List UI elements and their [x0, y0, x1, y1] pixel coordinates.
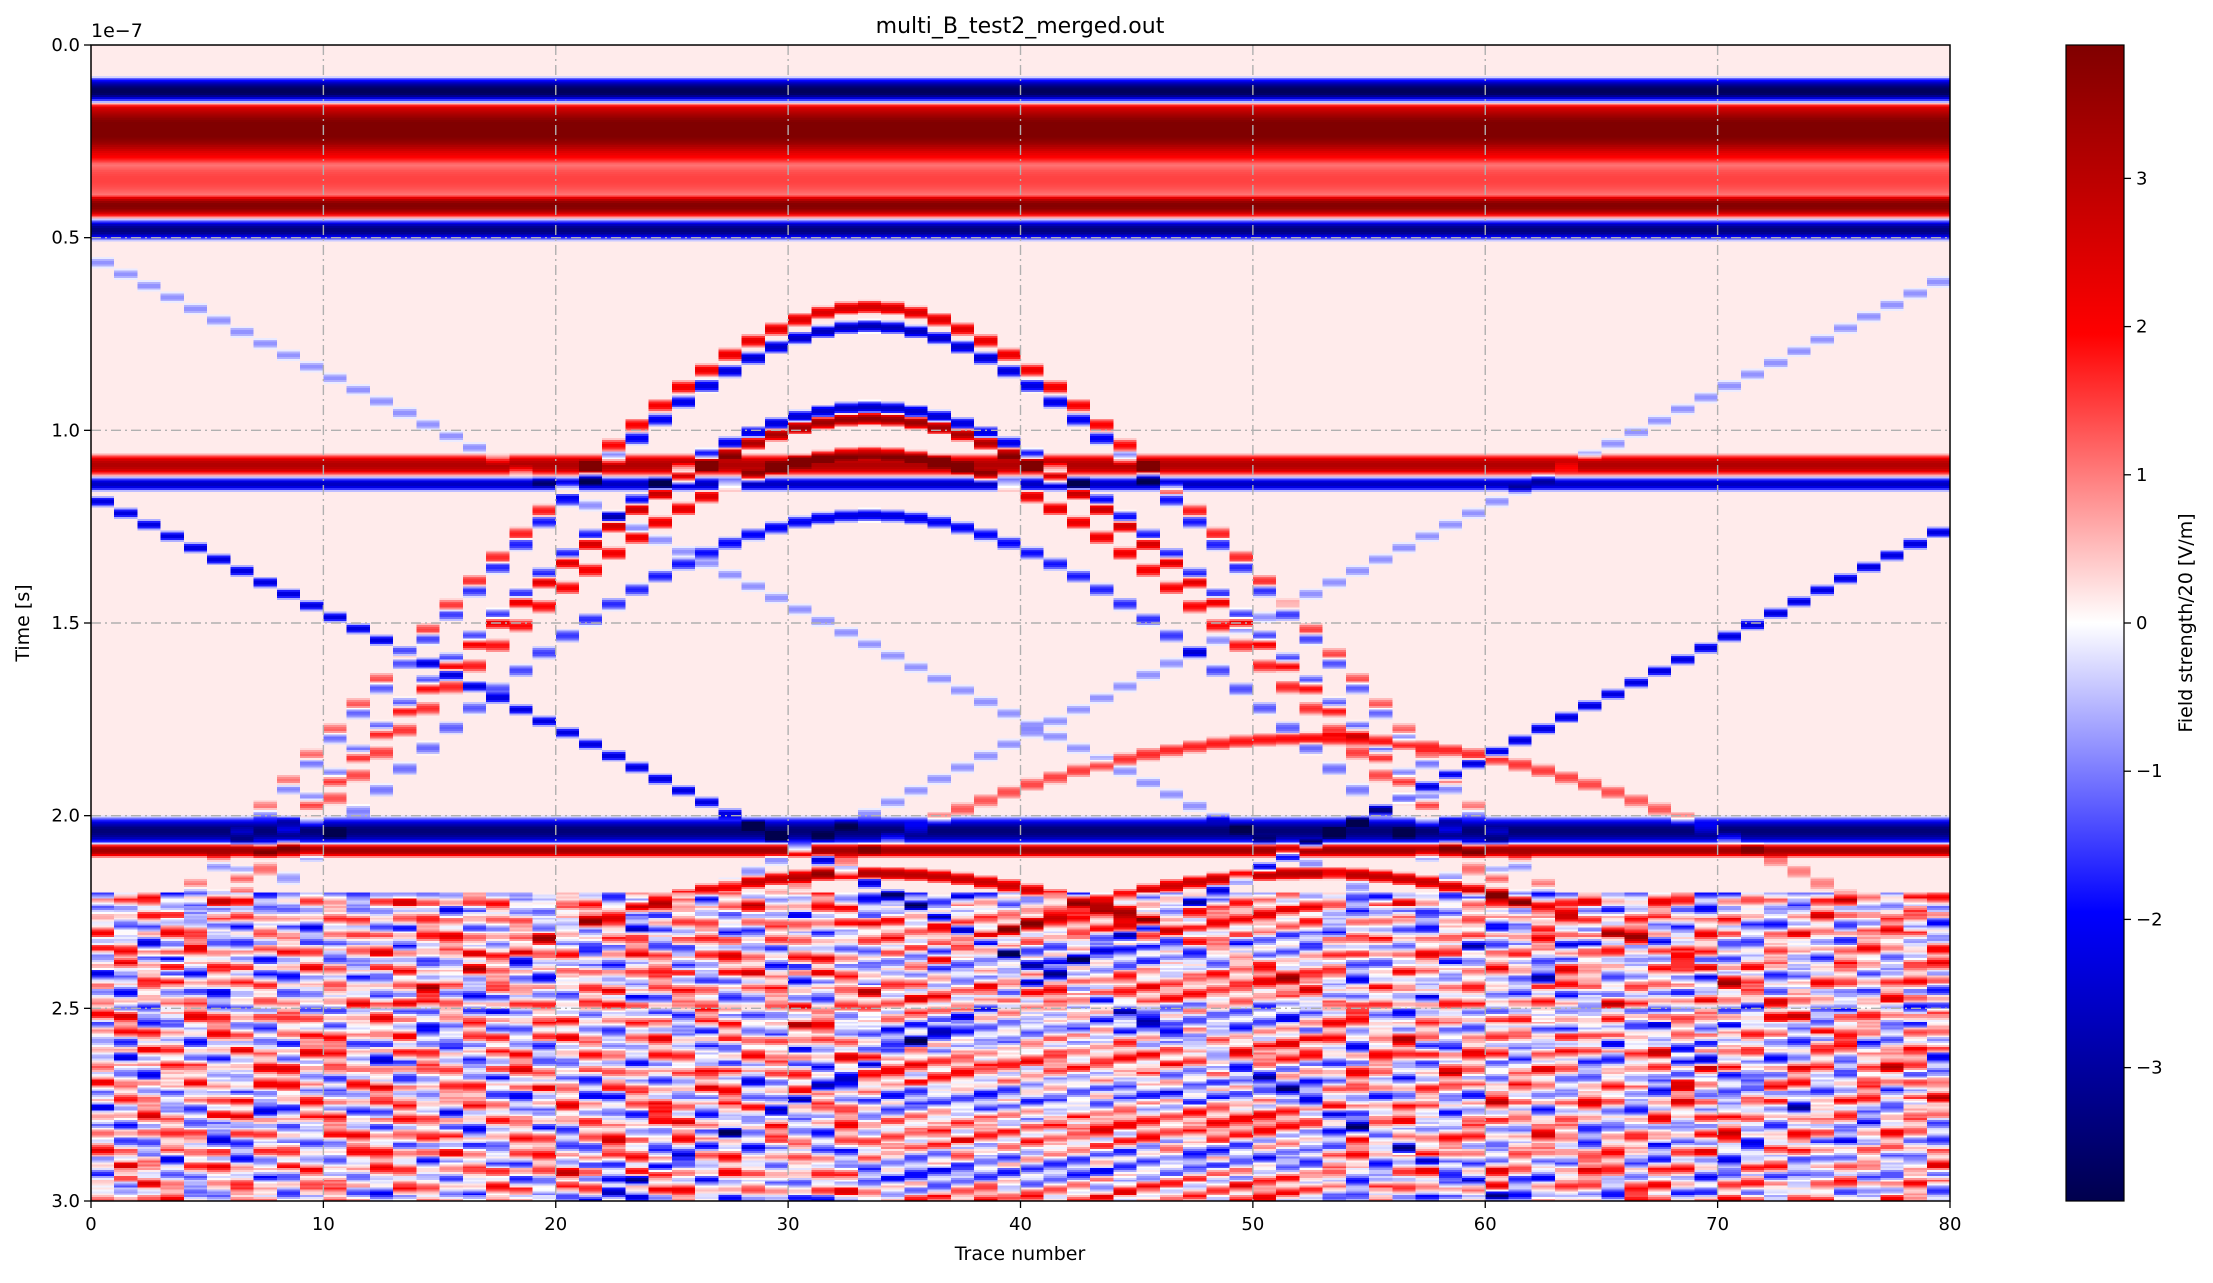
y-axis-label: Time [s]: [12, 584, 34, 662]
y-tick-label: 1.0: [51, 420, 80, 441]
y-tick-label: 2.5: [51, 998, 80, 1019]
y-tick-label: 2.0: [51, 806, 80, 827]
colorbar-tick-label: 1: [2136, 465, 2147, 486]
x-tick-label: 30: [777, 1214, 800, 1235]
colorbar-tick-label: 0: [2136, 613, 2147, 634]
colorbar-tick-label: 3: [2136, 168, 2147, 189]
colorbar-tick-label: −1: [2136, 761, 2163, 782]
y-offset-label: 1e−7: [91, 20, 143, 42]
x-tick-label: 50: [1241, 1214, 1264, 1235]
x-tick-label: 70: [1706, 1214, 1729, 1235]
y-tick-label: 0.0: [51, 35, 80, 56]
colorbar-ticks: −3 −2 −1 0 1 2 3: [2124, 168, 2163, 1079]
grid-lines: [91, 45, 1950, 1201]
colorbar-tick-label: −2: [2136, 909, 2163, 930]
colorbar-label: Field strength/20 [V/m]: [2175, 513, 2197, 732]
chart-title: multi_B_test2_merged.out: [876, 14, 1165, 39]
x-tick-label: 40: [1009, 1214, 1032, 1235]
x-tick-label: 20: [544, 1214, 567, 1235]
colorbar: −3 −2 −1 0 1 2 3 Field strength/20 [V/m]: [2065, 44, 2197, 1202]
x-tick-label: 10: [312, 1214, 335, 1235]
x-axis: 0 10 20 30 40 50 60 70 80: [85, 1201, 1961, 1235]
y-tick-label: 3.0: [51, 1191, 80, 1212]
colorbar-gradient: [2065, 44, 2125, 1202]
x-tick-label: 0: [85, 1214, 96, 1235]
colorbar-tick-label: −3: [2136, 1058, 2163, 1079]
x-tick-label: 60: [1474, 1214, 1497, 1235]
x-tick-label: 80: [1939, 1214, 1962, 1235]
x-axis-label: Trace number: [954, 1243, 1086, 1265]
y-axis: 0.0 0.5 1.0 1.5 2.0 2.5 3.0: [51, 35, 91, 1212]
y-tick-label: 1.5: [51, 613, 80, 634]
colorbar-tick-label: 2: [2136, 317, 2147, 338]
y-tick-label: 0.5: [51, 228, 80, 249]
